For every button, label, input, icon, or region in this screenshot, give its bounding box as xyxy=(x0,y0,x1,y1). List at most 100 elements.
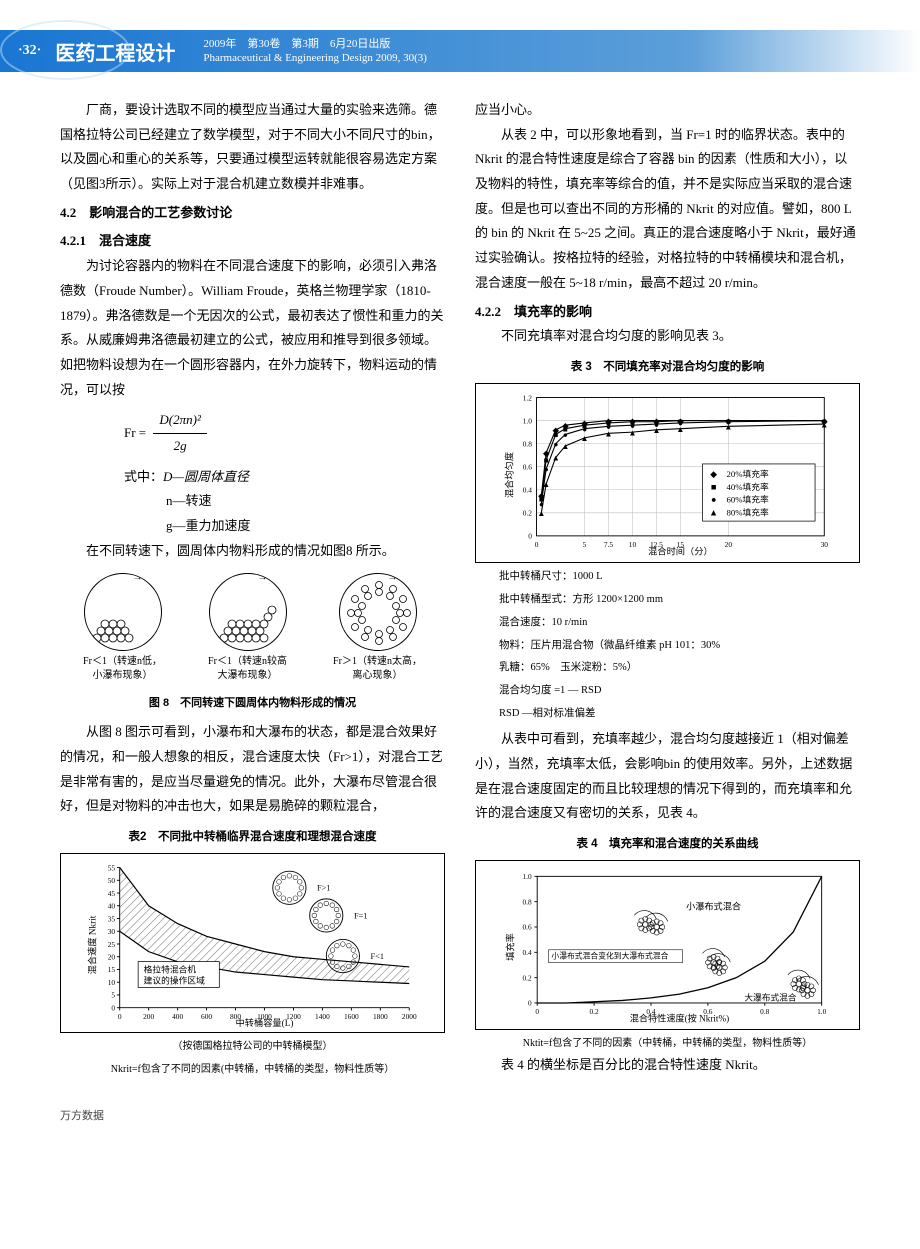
svg-text:25: 25 xyxy=(108,940,116,949)
svg-text:▲: ▲ xyxy=(724,422,732,431)
paragraph: 从图 8 图示可看到，小瀑布和大瀑布的状态，都是混合效果好的情况，和一般人想象的… xyxy=(60,720,445,819)
svg-text:0: 0 xyxy=(528,531,532,540)
svg-text:▲: ▲ xyxy=(628,428,636,437)
svg-text:35: 35 xyxy=(108,914,116,923)
svg-text:55: 55 xyxy=(108,863,116,872)
svg-text:60%填充率: 60%填充率 xyxy=(727,493,770,504)
svg-text:◆: ◆ xyxy=(710,469,717,479)
svg-text:混合速度 Nkrit: 混合速度 Nkrit xyxy=(87,915,98,974)
svg-text:●: ● xyxy=(563,430,568,439)
svg-text:0.8: 0.8 xyxy=(523,439,533,448)
table-2-note-2: Nkrit=f包含了不同的因素(中转桶，中转桶的类型，物料性质等） xyxy=(60,1060,445,1079)
svg-text:大瀑布式混合: 大瀑布式混合 xyxy=(744,991,797,1002)
journal-meta: 2009年 第30卷 第3期 6月20日出版Pharmaceutical & E… xyxy=(203,37,427,66)
fig8-centrifuge: → Fr＞1（转速n太高，离心现象） xyxy=(333,573,422,683)
left-column: 厂商，要设计选取不同的模型应当通过大量的实验来选筛。德国格拉特公司已经建立了数学… xyxy=(60,98,445,1079)
subsection-heading: 4.2.2 填充率的影响 xyxy=(475,300,860,325)
svg-text:小瀑布式混合: 小瀑布式混合 xyxy=(686,900,741,911)
svg-text:0.4: 0.4 xyxy=(523,948,532,957)
svg-text:1600: 1600 xyxy=(344,1012,359,1021)
svg-text:▲: ▲ xyxy=(580,434,588,443)
fig8-low-cascade: → Fr＜1（转速n低，小瀑布现象） xyxy=(83,573,162,683)
table-2-caption: 表2 不同批中转桶临界混合速度和理想混合速度 xyxy=(60,827,445,849)
balls-mid-icon xyxy=(214,594,282,646)
svg-text:0.8: 0.8 xyxy=(523,897,532,906)
svg-text:F=1: F=1 xyxy=(354,911,367,920)
paragraph: 应当小心。 xyxy=(475,98,860,123)
svg-text:0.6: 0.6 xyxy=(523,923,532,932)
balls-ring-icon xyxy=(345,579,413,647)
content-area: 厂商，要设计选取不同的模型应当通过大量的实验来选筛。德国格拉特公司已经建立了数学… xyxy=(0,72,920,1099)
svg-text:中转桶容量(L): 中转桶容量(L) xyxy=(236,1017,294,1028)
table-2-note-1: （按德国格拉特公司的中转桶模型） xyxy=(60,1037,445,1056)
page-header: ·32· 医药工程设计 2009年 第30卷 第3期 6月20日出版Pharma… xyxy=(0,30,920,72)
svg-text:0: 0 xyxy=(528,999,532,1008)
svg-text:10: 10 xyxy=(629,540,637,549)
svg-text:小瀑布式混合变化到大瀑布式混合: 小瀑布式混合变化到大瀑布式混合 xyxy=(551,951,668,961)
svg-text:20: 20 xyxy=(108,952,116,961)
paragraph: 厂商，要设计选取不同的模型应当通过大量的实验来选筛。德国格拉特公司已经建立了数学… xyxy=(60,98,445,197)
svg-text:50: 50 xyxy=(108,876,116,885)
svg-text:0.2: 0.2 xyxy=(523,508,533,517)
svg-text:▲: ▲ xyxy=(552,453,560,462)
svg-text:0: 0 xyxy=(535,1007,539,1016)
table-3-notes: 批中转桶尺寸：1000 L 批中转桶型式：方形 1200×1200 mm 混合速… xyxy=(475,567,860,725)
svg-text:F<1: F<1 xyxy=(371,952,384,961)
svg-text:填充率: 填充率 xyxy=(504,933,515,960)
balls-low-icon xyxy=(89,608,151,646)
svg-text:▲: ▲ xyxy=(676,425,684,434)
svg-text:600: 600 xyxy=(201,1012,212,1021)
svg-text:1.0: 1.0 xyxy=(817,1007,826,1016)
svg-text:▲: ▲ xyxy=(604,429,612,438)
svg-text:1400: 1400 xyxy=(315,1012,330,1021)
svg-text:1.2: 1.2 xyxy=(523,393,533,402)
svg-text:格拉特混合机: 格拉特混合机 xyxy=(144,964,197,975)
chart-table-2: 0510152025303540455055020040060080010001… xyxy=(60,853,445,1033)
paragraph: 为讨论容器内的物料在不同混合速度下的影响，必须引入弗洛德数（Froude Num… xyxy=(60,254,445,402)
svg-text:建议的操作区域: 建议的操作区域 xyxy=(144,975,205,986)
svg-text:■: ■ xyxy=(553,430,558,439)
table-3-caption: 表 3 不同填充率对混合均匀度的影响 xyxy=(475,357,860,379)
svg-text:●: ● xyxy=(544,465,549,474)
svg-text:▲: ▲ xyxy=(561,442,569,451)
figure-8: → Fr＜1（转速n低，小瀑布现象） → Fr＜1（转速n较高大瀑布现象） → xyxy=(60,573,445,683)
paragraph: 从表中可看到，充填率越少，混合均匀度越接近 1（相对偏差小），当然，充填率太低，… xyxy=(475,727,860,826)
svg-text:0.6: 0.6 xyxy=(523,462,533,471)
paragraph: 表 4 的横坐标是百分比的混合特性速度 Nkrit。 xyxy=(475,1053,860,1078)
svg-text:▲: ▲ xyxy=(542,480,550,489)
svg-text:7.5: 7.5 xyxy=(604,540,614,549)
svg-text:45: 45 xyxy=(108,889,116,898)
svg-text:30: 30 xyxy=(108,927,116,936)
paragraph: 在不同转速下，圆周体内物料形成的情况如图8 所示。 xyxy=(60,539,445,564)
svg-text:▲: ▲ xyxy=(820,420,828,429)
svg-text:1.0: 1.0 xyxy=(523,872,532,881)
svg-text:2000: 2000 xyxy=(402,1012,417,1021)
subsection-heading: 4.2.1 混合速度 xyxy=(60,229,445,254)
page-footer: 万方数据 xyxy=(0,1099,920,1131)
paragraph: 从表 2 中，可以形象地看到，当 Fr=1 时的临界状态。表中的 Nkrit 的… xyxy=(475,123,860,296)
chart-table-4: 00.20.40.60.81.000.20.40.60.81.0小瀑布式混合小瀑… xyxy=(475,860,860,1030)
svg-text:●: ● xyxy=(553,440,558,449)
svg-text:▲: ▲ xyxy=(652,426,660,435)
figure-8-caption: 图 8 不同转速下圆周体内物料形成的情况 xyxy=(60,693,445,714)
svg-text:200: 200 xyxy=(143,1012,154,1021)
symbol-definitions: 式中：D—圆周体直径 n—转速 g—重力加速度 xyxy=(124,465,445,539)
svg-text:1800: 1800 xyxy=(373,1012,388,1021)
svg-text:40%填充率: 40%填充率 xyxy=(727,480,770,491)
svg-text:20%填充率: 20%填充率 xyxy=(727,468,770,479)
right-column: 应当小心。 从表 2 中，可以形象地看到，当 Fr=1 时的临界状态。表中的 N… xyxy=(475,98,860,1079)
svg-text:5: 5 xyxy=(583,540,587,549)
svg-text:400: 400 xyxy=(172,1012,183,1021)
svg-text:0: 0 xyxy=(535,540,539,549)
svg-text:80%填充率: 80%填充率 xyxy=(727,506,770,517)
svg-text:30: 30 xyxy=(821,540,829,549)
header-decoration xyxy=(0,20,130,80)
section-heading: 4.2 影响混合的工艺参数讨论 xyxy=(60,201,445,226)
svg-text:40: 40 xyxy=(108,901,116,910)
svg-text:■: ■ xyxy=(711,481,717,491)
svg-text:●: ● xyxy=(711,494,717,504)
svg-text:20: 20 xyxy=(725,540,733,549)
svg-text:●: ● xyxy=(582,425,587,434)
svg-text:混合特性速度(按 Nkrit%): 混合特性速度(按 Nkrit%) xyxy=(630,1012,729,1023)
svg-text:▲: ▲ xyxy=(709,507,718,517)
